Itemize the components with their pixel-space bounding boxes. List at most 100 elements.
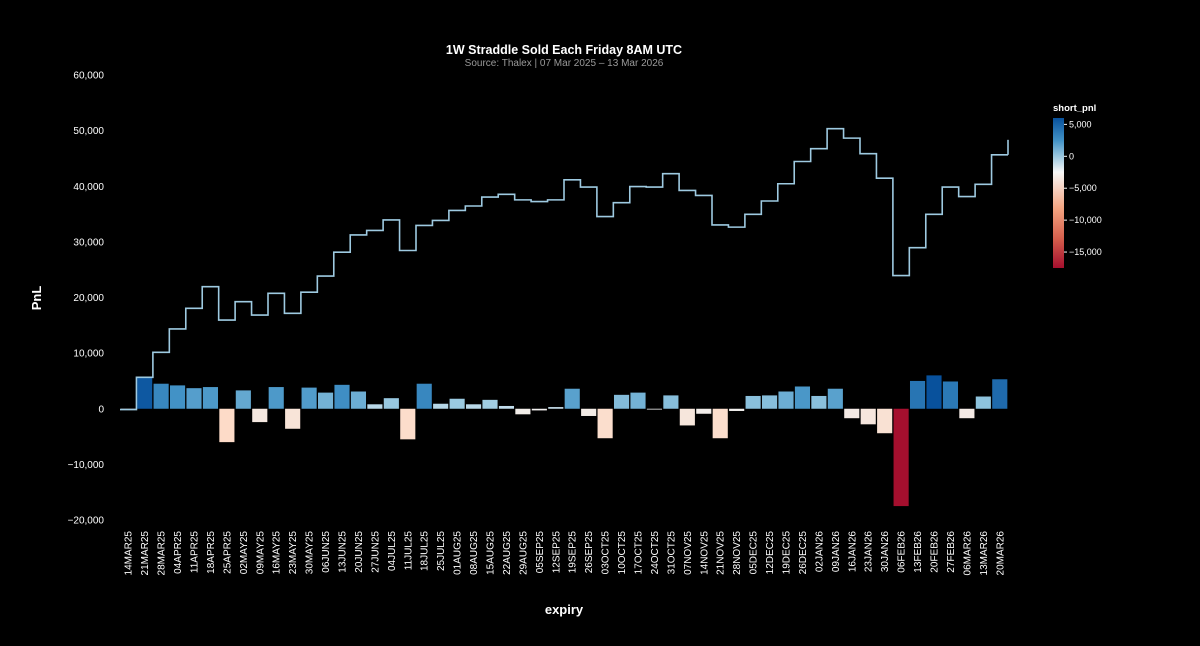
x-tick-label: 28NOV25 bbox=[732, 531, 743, 575]
bar-series bbox=[120, 375, 1008, 507]
x-tick-label: 16JAN26 bbox=[847, 531, 858, 573]
x-tick-label: 23MAY25 bbox=[288, 531, 299, 575]
pnl-bar bbox=[268, 387, 284, 409]
pnl-bar bbox=[597, 408, 613, 439]
x-tick-label: 13FEB26 bbox=[913, 531, 924, 573]
x-axis-label: expiry bbox=[545, 602, 584, 617]
x-axis: 14MAR25 21MAR25 28MAR25 04APR25 11APR25 18APR… bbox=[124, 531, 1007, 576]
x-tick-label: 01AUG25 bbox=[453, 531, 464, 575]
x-tick-label: 30JAN26 bbox=[880, 531, 891, 573]
pnl-bar bbox=[515, 408, 531, 415]
x-tick-label: 02JAN26 bbox=[814, 531, 825, 573]
pnl-bar bbox=[794, 386, 811, 409]
legend-tick-label: −15,000 bbox=[1069, 247, 1102, 257]
x-tick-label: 13JUN25 bbox=[338, 531, 349, 573]
pnl-bar bbox=[235, 390, 251, 409]
pnl-bar bbox=[531, 408, 547, 411]
pnl-bar bbox=[778, 391, 794, 409]
x-tick-label: 12SEP25 bbox=[551, 531, 562, 574]
pnl-bar bbox=[416, 383, 432, 409]
legend-colorbar bbox=[1053, 118, 1064, 268]
pnl-bar bbox=[169, 385, 186, 409]
pnl-bar bbox=[219, 408, 235, 443]
legend-title: short_pnl bbox=[1053, 103, 1096, 114]
x-tick-label: 27FEB26 bbox=[946, 531, 957, 573]
color-legend: short_pnl 5,000 0 −5,000 −10,000 −15,000 bbox=[1053, 103, 1102, 268]
y-tick-label: 0 bbox=[98, 404, 104, 415]
pnl-bar bbox=[877, 408, 893, 434]
pnl-bar bbox=[729, 408, 745, 411]
pnl-bar bbox=[975, 396, 991, 409]
pnl-bar bbox=[449, 398, 465, 409]
x-tick-label: 18APR25 bbox=[206, 531, 217, 574]
x-tick-label: 14NOV25 bbox=[699, 531, 710, 575]
y-tick-label: 20,000 bbox=[73, 293, 104, 304]
x-tick-label: 09MAY25 bbox=[255, 531, 266, 575]
x-tick-label: 20MAR26 bbox=[995, 531, 1006, 576]
y-tick-label: 60,000 bbox=[73, 71, 104, 82]
x-tick-label: 08AUG25 bbox=[469, 531, 480, 575]
pnl-bar bbox=[909, 380, 926, 409]
x-tick-label: 22AUG25 bbox=[502, 531, 513, 575]
pnl-bar bbox=[350, 391, 367, 409]
pnl-bar bbox=[860, 408, 876, 425]
x-tick-label: 03OCT25 bbox=[601, 531, 612, 575]
pnl-bar bbox=[564, 388, 580, 409]
y-tick-label: −20,000 bbox=[68, 516, 105, 527]
y-tick-label: 30,000 bbox=[73, 237, 104, 248]
cumulative-pnl-line bbox=[120, 127, 1008, 411]
x-tick-label: 09JAN26 bbox=[831, 531, 842, 573]
pnl-bar bbox=[317, 392, 334, 409]
legend-ticks: 5,000 0 −5,000 −10,000 −15,000 bbox=[1064, 119, 1102, 257]
x-tick-label: 17OCT25 bbox=[634, 531, 645, 575]
y-tick-label: 40,000 bbox=[73, 182, 104, 193]
x-tick-label: 14MAR25 bbox=[124, 531, 135, 576]
legend-tick-label: 0 bbox=[1069, 151, 1074, 161]
x-tick-label: 04APR25 bbox=[173, 531, 184, 574]
y-axis: −20,000 −10,000 0 10,000 20,000 30,000 40,000 5… bbox=[68, 71, 105, 527]
x-tick-label: 26SEP25 bbox=[584, 531, 595, 574]
x-tick-label: 30MAY25 bbox=[305, 531, 316, 575]
x-tick-label: 11JUL25 bbox=[403, 531, 414, 571]
y-axis-label: PnL bbox=[29, 286, 44, 311]
pnl-bar bbox=[301, 387, 317, 409]
pnl-bar bbox=[202, 387, 219, 409]
x-tick-label: 12DEC25 bbox=[765, 531, 776, 575]
pnl-bar bbox=[761, 395, 778, 409]
pnl-bar bbox=[646, 408, 663, 410]
pnl-bar bbox=[153, 383, 169, 409]
pnl-bar bbox=[498, 405, 515, 409]
x-tick-label: 23JAN26 bbox=[864, 531, 875, 573]
pnl-bar bbox=[482, 399, 498, 409]
pnl-bar bbox=[630, 392, 646, 409]
y-tick-label: −10,000 bbox=[68, 460, 105, 471]
pnl-bar bbox=[679, 408, 695, 426]
cumulative-line-series bbox=[120, 127, 1009, 411]
pnl-bar bbox=[827, 388, 843, 409]
pnl-bar bbox=[334, 384, 350, 409]
pnl-bar bbox=[252, 408, 268, 423]
pnl-bar bbox=[186, 388, 202, 409]
pnl-bar bbox=[548, 407, 564, 409]
pnl-bar bbox=[712, 408, 728, 439]
x-tick-label: 11APR25 bbox=[190, 531, 201, 574]
x-tick-label: 05DEC25 bbox=[749, 531, 760, 575]
y-tick-label: 10,000 bbox=[73, 349, 104, 360]
x-tick-label: 28MAR25 bbox=[157, 531, 168, 576]
x-tick-label: 06JUN25 bbox=[321, 531, 332, 573]
x-tick-label: 25JUL25 bbox=[436, 531, 447, 571]
pnl-bar bbox=[383, 398, 399, 409]
pnl-bar bbox=[745, 395, 761, 409]
x-tick-label: 31OCT25 bbox=[666, 531, 677, 575]
x-tick-label: 07NOV25 bbox=[683, 531, 694, 575]
pnl-bar bbox=[613, 394, 630, 409]
pnl-bar bbox=[893, 408, 909, 507]
y-tick-label: 50,000 bbox=[73, 126, 104, 137]
pnl-bar bbox=[942, 381, 959, 409]
pnl-bar bbox=[844, 408, 860, 419]
x-tick-label: 13MAR26 bbox=[979, 531, 990, 576]
chart-subtitle: Source: Thalex | 07 Mar 2025 – 13 Mar 20… bbox=[465, 58, 664, 69]
pnl-bar bbox=[926, 375, 942, 409]
pnl-bar bbox=[992, 379, 1008, 409]
